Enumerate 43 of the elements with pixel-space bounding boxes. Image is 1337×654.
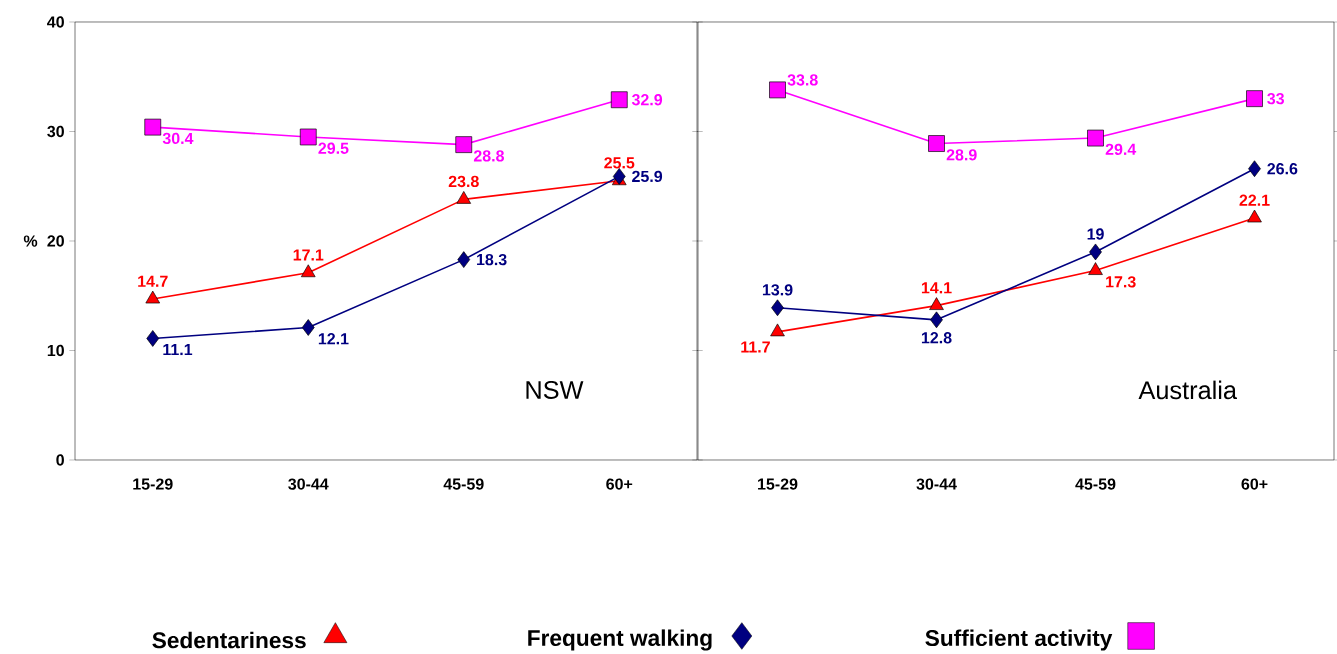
data-label: 33 [1267,92,1284,105]
y-tick-label: 30 [47,125,64,138]
x-tick-label: 30-44 [288,478,329,490]
y-tick-label: 40 [47,16,64,28]
data-label: 19 [1087,228,1104,240]
data-label: 14.1 [921,282,952,294]
y-axis-title: % [23,235,38,247]
data-label: 26.6 [1267,163,1298,175]
data-label: 17.3 [1106,276,1136,288]
data-label: 23.8 [448,175,479,188]
y-tick-label: 0 [56,454,64,466]
data-label: 29.5 [318,142,349,154]
x-tick-label: 30-44 [916,478,957,490]
data-label: 32.9 [631,94,663,106]
data-label: 29.4 [1105,143,1137,155]
legend-label: Sedentariness [152,631,306,649]
data-label: 14.7 [138,275,168,287]
data-label: 28.8 [473,150,504,162]
annotation: NSW [526,380,584,399]
data-label: 11.1 [163,344,193,356]
data-label: 18.3 [477,253,507,266]
data-label: 12.1 [318,333,349,345]
x-tick-label: 45-59 [443,478,484,490]
data-label: 25.5 [604,157,635,169]
data-label: 11.7 [741,341,770,353]
x-tick-label: 60+ [1241,478,1268,490]
x-tick-label: 45-59 [1075,478,1116,490]
x-tick-label: 15-29 [133,478,173,490]
data-label: 13.9 [762,284,793,296]
data-label: 25.9 [632,170,663,183]
annotation: Australia [1138,380,1238,400]
data-label: 22.1 [1239,194,1270,206]
data-label: 12.8 [921,332,952,344]
x-tick-label: 60+ [606,478,633,490]
y-tick-label: 10 [47,344,64,357]
data-label: 17.1 [293,249,324,261]
x-tick-label: 15-29 [758,478,798,490]
y-tick-label: 20 [47,235,64,247]
legend-label: Frequent walking [528,629,712,651]
data-label: 33.8 [787,74,818,86]
legend-label: Sufficient activity [925,629,1113,651]
data-label: 30.4 [162,132,194,145]
data-label: 28.9 [946,149,977,161]
